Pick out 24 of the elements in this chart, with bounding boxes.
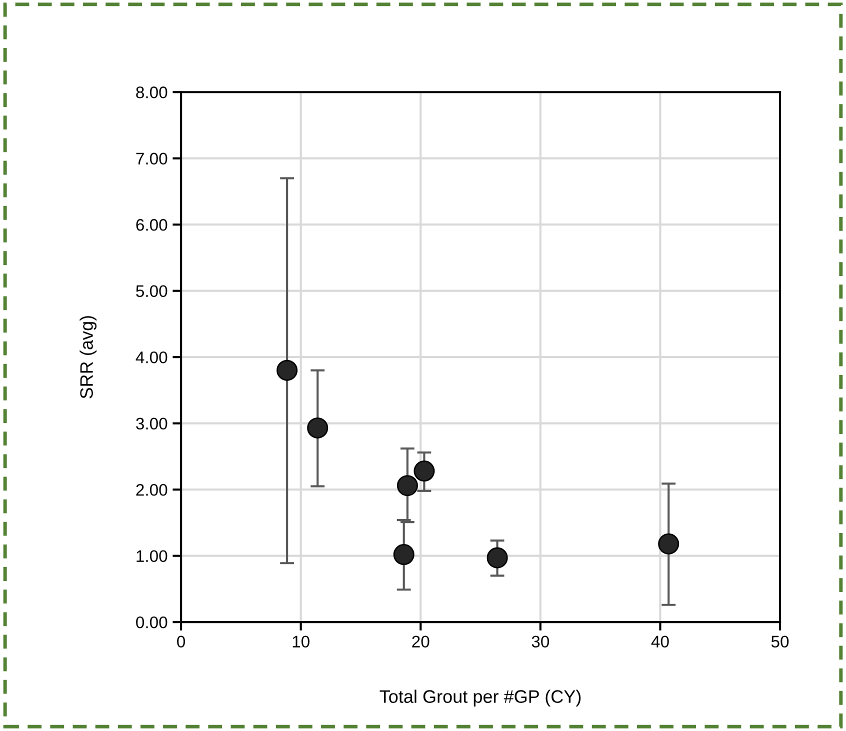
y-tick-label: 3.00	[136, 418, 168, 430]
y-tick-label: 0.00	[136, 616, 168, 628]
y-tick-label: 1.00	[136, 550, 168, 562]
point	[396, 475, 418, 496]
x-tick-label: 50	[771, 636, 789, 648]
point	[307, 417, 328, 438]
y-axis-title: SRR (avg)	[80, 316, 97, 398]
x-tick-label: 20	[412, 636, 430, 648]
y-tick-label: 8.00	[136, 86, 168, 98]
x-tick-label: 0	[177, 636, 186, 648]
point	[658, 533, 680, 554]
y-tick-label: 5.00	[136, 285, 168, 298]
x-axis-title: Total Grout per #GP (CY)	[380, 690, 581, 707]
point	[393, 544, 414, 566]
point	[276, 360, 298, 381]
y-tick-label: 4.00	[136, 351, 168, 364]
y-tick-label: 7.00	[136, 152, 168, 165]
point	[414, 460, 435, 482]
x-tick-label: 40	[651, 636, 669, 648]
y-tick-label: 6.00	[136, 219, 168, 231]
x-tick-label: 30	[532, 636, 550, 648]
x-tick-label: 10	[292, 636, 310, 648]
y-tick-label: 2.00	[136, 484, 168, 496]
point	[486, 547, 508, 568]
